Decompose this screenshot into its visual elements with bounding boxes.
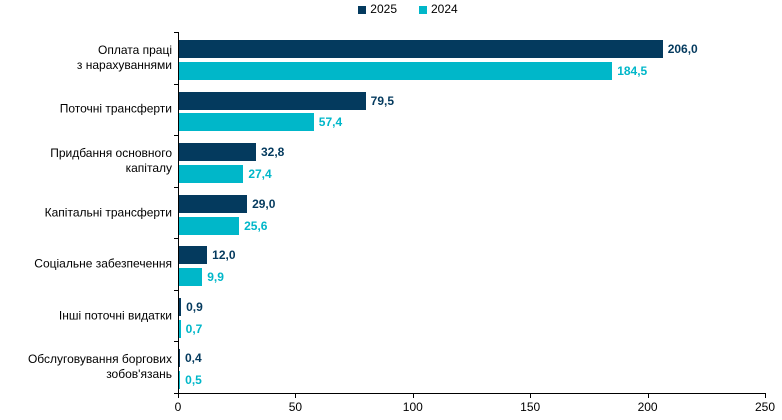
legend-label: 2025 (370, 2, 397, 16)
x-axis-tick-label: 0 (174, 400, 182, 414)
category-label: Інші поточні видатки (0, 308, 172, 323)
y-axis-tick (174, 135, 178, 136)
category-label-line: Поточні трансферти (59, 101, 172, 116)
category-label: Поточні трансферти (0, 102, 172, 117)
bar-2024-3 (179, 216, 240, 235)
category-label-line: Обслуговування боргових (27, 352, 172, 367)
bar-value-label: 0,5 (185, 373, 202, 388)
x-axis-tick-label: 250 (754, 400, 776, 414)
bar-value-label: 57,4 (318, 115, 343, 130)
bar-2025-5 (179, 297, 182, 316)
x-axis-tick (647, 394, 649, 398)
x-axis-tick-label: 150 (520, 400, 541, 414)
bar-2025-2 (179, 143, 256, 162)
chart-legend: 2025 2024 (0, 3, 782, 16)
bar-2024-0 (179, 61, 613, 80)
legend-swatch-icon (358, 5, 367, 14)
category-label: Придбання основного капіталу (0, 146, 172, 176)
x-axis-tick (765, 394, 766, 398)
bar-value-label: 12,0 (212, 248, 236, 263)
bar-value-label: 184,5 (617, 63, 648, 78)
legend-item-2025: 2025 (358, 3, 397, 16)
bar-2025-1 (179, 91, 366, 110)
bar-2025-6 (179, 349, 180, 368)
category-label-line: капіталу (125, 160, 172, 175)
y-axis-tick (174, 238, 178, 239)
bar-2024-5 (179, 319, 181, 338)
y-axis-tick (174, 32, 178, 33)
y-axis-tick (174, 84, 178, 85)
category-label: Соціальне забезпечення (0, 257, 172, 272)
bar-2025-4 (179, 246, 208, 265)
x-axis-tick (530, 394, 532, 398)
category-label-line: з нарахуваннями (76, 57, 172, 72)
bar-value-label: 27,4 (248, 166, 272, 181)
category-label-line: Придбання основного (50, 145, 172, 160)
category-label-line: Інші поточні видатки (58, 308, 172, 323)
category-label: Оплата праці з нарахуваннями (0, 43, 172, 73)
bar-2024-1 (179, 113, 314, 132)
x-axis-tick (412, 394, 414, 398)
bar-value-label: 25,6 (244, 218, 268, 233)
x-axis-tick (295, 394, 297, 398)
bar-value-label: 206,0 (667, 42, 698, 56)
x-axis-tick-label: 100 (402, 400, 423, 414)
category-label-line: Соціальне забезпечення (34, 256, 172, 271)
bar-value-label: 0,9 (186, 299, 203, 314)
x-axis-tick (178, 394, 179, 398)
bar-2025-3 (179, 194, 248, 213)
bar-2025-0 (179, 40, 663, 58)
bar-value-label: 29,0 (252, 196, 276, 211)
category-label: Капітальні трансферти (0, 205, 172, 220)
y-axis-tick (174, 393, 178, 394)
y-axis-tick (174, 341, 178, 342)
y-axis-tick (174, 290, 178, 291)
bar-2024-2 (179, 164, 244, 183)
legend-swatch-icon (419, 5, 427, 14)
bar-value-label: 0,4 (185, 351, 202, 366)
category-label-line: Капітальні трансферти (44, 205, 172, 219)
bar-value-label: 0,7 (185, 321, 203, 336)
y-axis-tick (174, 187, 178, 188)
category-label-line: зобов'язань (106, 367, 172, 382)
bar-value-label: 79,5 (370, 93, 395, 108)
plot-area (178, 32, 766, 394)
bar-value-label: 32,8 (261, 145, 285, 160)
legend-label: 2024 (431, 2, 458, 16)
bar-2024-4 (179, 268, 203, 287)
bar-value-label: 9,9 (207, 270, 224, 285)
legend-item-2024: 2024 (419, 3, 458, 16)
x-axis-tick-label: 200 (637, 400, 658, 414)
category-label: Обслуговування боргових зобов'язань (0, 352, 172, 382)
bar-2024-6 (179, 371, 181, 390)
category-label-line: Оплата праці (98, 42, 172, 57)
x-axis-tick-label: 50 (288, 400, 303, 414)
